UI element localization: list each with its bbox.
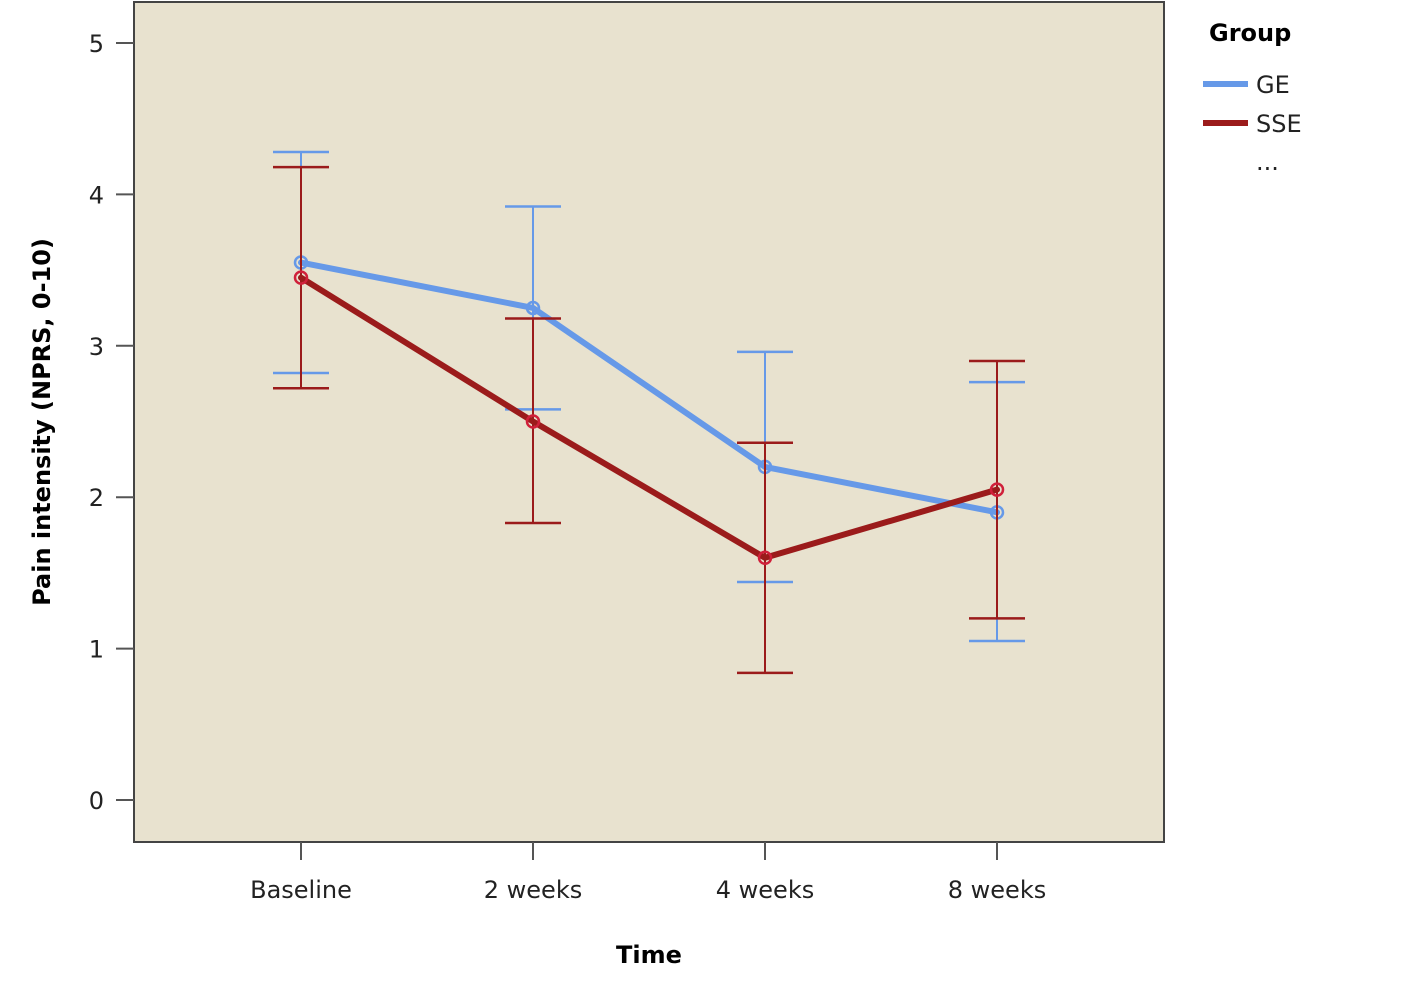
data-point [525,414,541,429]
y-tick-label: 0 [89,787,104,815]
data-point [293,270,309,285]
data-point [989,482,1005,497]
series-sse [273,165,1025,675]
y-tick-label: 2 [89,484,104,512]
y-tick-label: 4 [89,181,104,209]
y-tick-label: 1 [89,636,104,664]
y-tick-label: 3 [89,333,104,361]
plot-area [133,1,1165,843]
x-tick-label: Baseline [250,876,352,904]
series-layer [273,150,1025,675]
series-line [298,259,1000,516]
x-tick-label: 4 weeks [716,876,814,904]
x-axis-title: Time [616,941,682,969]
legend-label: GE [1256,71,1290,99]
y-axis: 0 1 2 3 4 5 [89,30,134,815]
data-point [757,550,773,566]
y-tick-label: 5 [89,30,104,58]
legend-title: Group [1209,19,1291,47]
data-point [525,300,541,316]
x-tick-label: 8 weeks [948,876,1046,904]
x-axis: Baseline 2 weeks 4 weeks 8 weeks [250,842,1046,904]
legend-more-indicator: ... [1256,148,1279,176]
legend-background [1165,2,1420,158]
x-tick-label: 2 weeks [484,876,582,904]
series-line [298,274,1000,561]
y-axis-title: Pain intensity (NPRS, 0-10) [28,238,56,606]
legend: Group GE SSE ... [1165,2,1420,176]
legend-label: SSE [1256,110,1302,138]
